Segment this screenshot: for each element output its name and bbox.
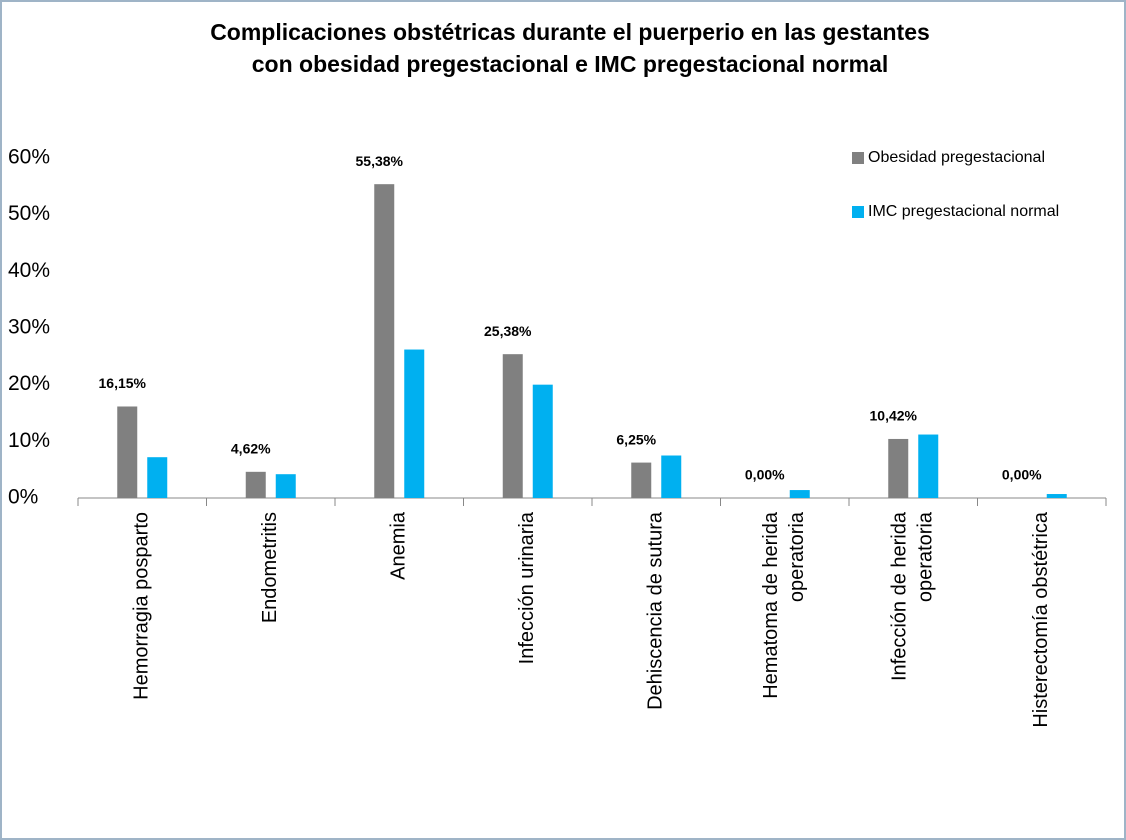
y-tick-label: 50%	[8, 202, 50, 225]
value-label: 25,38%	[484, 323, 532, 339]
x-tick-label: Dehiscencia de sutura	[645, 511, 667, 710]
value-label: 10,42%	[870, 408, 918, 424]
bar	[374, 184, 395, 498]
bar	[502, 354, 523, 498]
bar	[1046, 494, 1067, 498]
bar	[147, 457, 168, 498]
y-tick-label: 40%	[8, 259, 50, 282]
bar	[117, 406, 138, 498]
bar	[245, 471, 266, 498]
bar	[661, 455, 682, 498]
x-tick-label: Anemia	[388, 511, 410, 580]
x-tick-label: Histerectomía obstétrica	[1030, 511, 1052, 728]
x-tick-label: Infección urinaria	[516, 511, 538, 664]
bar	[918, 434, 939, 498]
legend-label: IMC pregestacional normal	[868, 203, 1059, 220]
legend-label: Obesidad pregestacional	[868, 149, 1045, 166]
bar	[631, 462, 652, 498]
value-label: 4,62%	[231, 441, 271, 457]
x-tick-label: Hematoma de herida operatoria	[760, 511, 808, 699]
y-tick-label: 20%	[8, 372, 50, 395]
bar	[404, 349, 425, 498]
x-tick-label: Hemorragia posparto	[131, 512, 153, 700]
bar	[888, 438, 909, 498]
value-label: 0,00%	[1002, 467, 1042, 483]
value-label: 0,00%	[745, 467, 785, 483]
y-tick-label: 30%	[8, 316, 50, 339]
y-tick-label: 10%	[8, 429, 50, 452]
x-tick-label: Endometritis	[259, 512, 281, 623]
legend-swatch	[852, 206, 864, 218]
chart-title: Complicaciones obstétricas durante el pu…	[210, 19, 930, 77]
value-label: 6,25%	[616, 431, 656, 447]
bar	[275, 474, 296, 498]
bar	[532, 384, 553, 498]
y-tick-label: 0%	[8, 486, 38, 509]
value-label: 16,15%	[99, 375, 147, 391]
y-tick-label: 60%	[8, 146, 50, 169]
legend-swatch	[852, 152, 864, 164]
value-label: 55,38%	[356, 153, 404, 169]
bar	[789, 490, 810, 498]
x-tick-label: Infección de herida operatoria	[889, 511, 937, 681]
